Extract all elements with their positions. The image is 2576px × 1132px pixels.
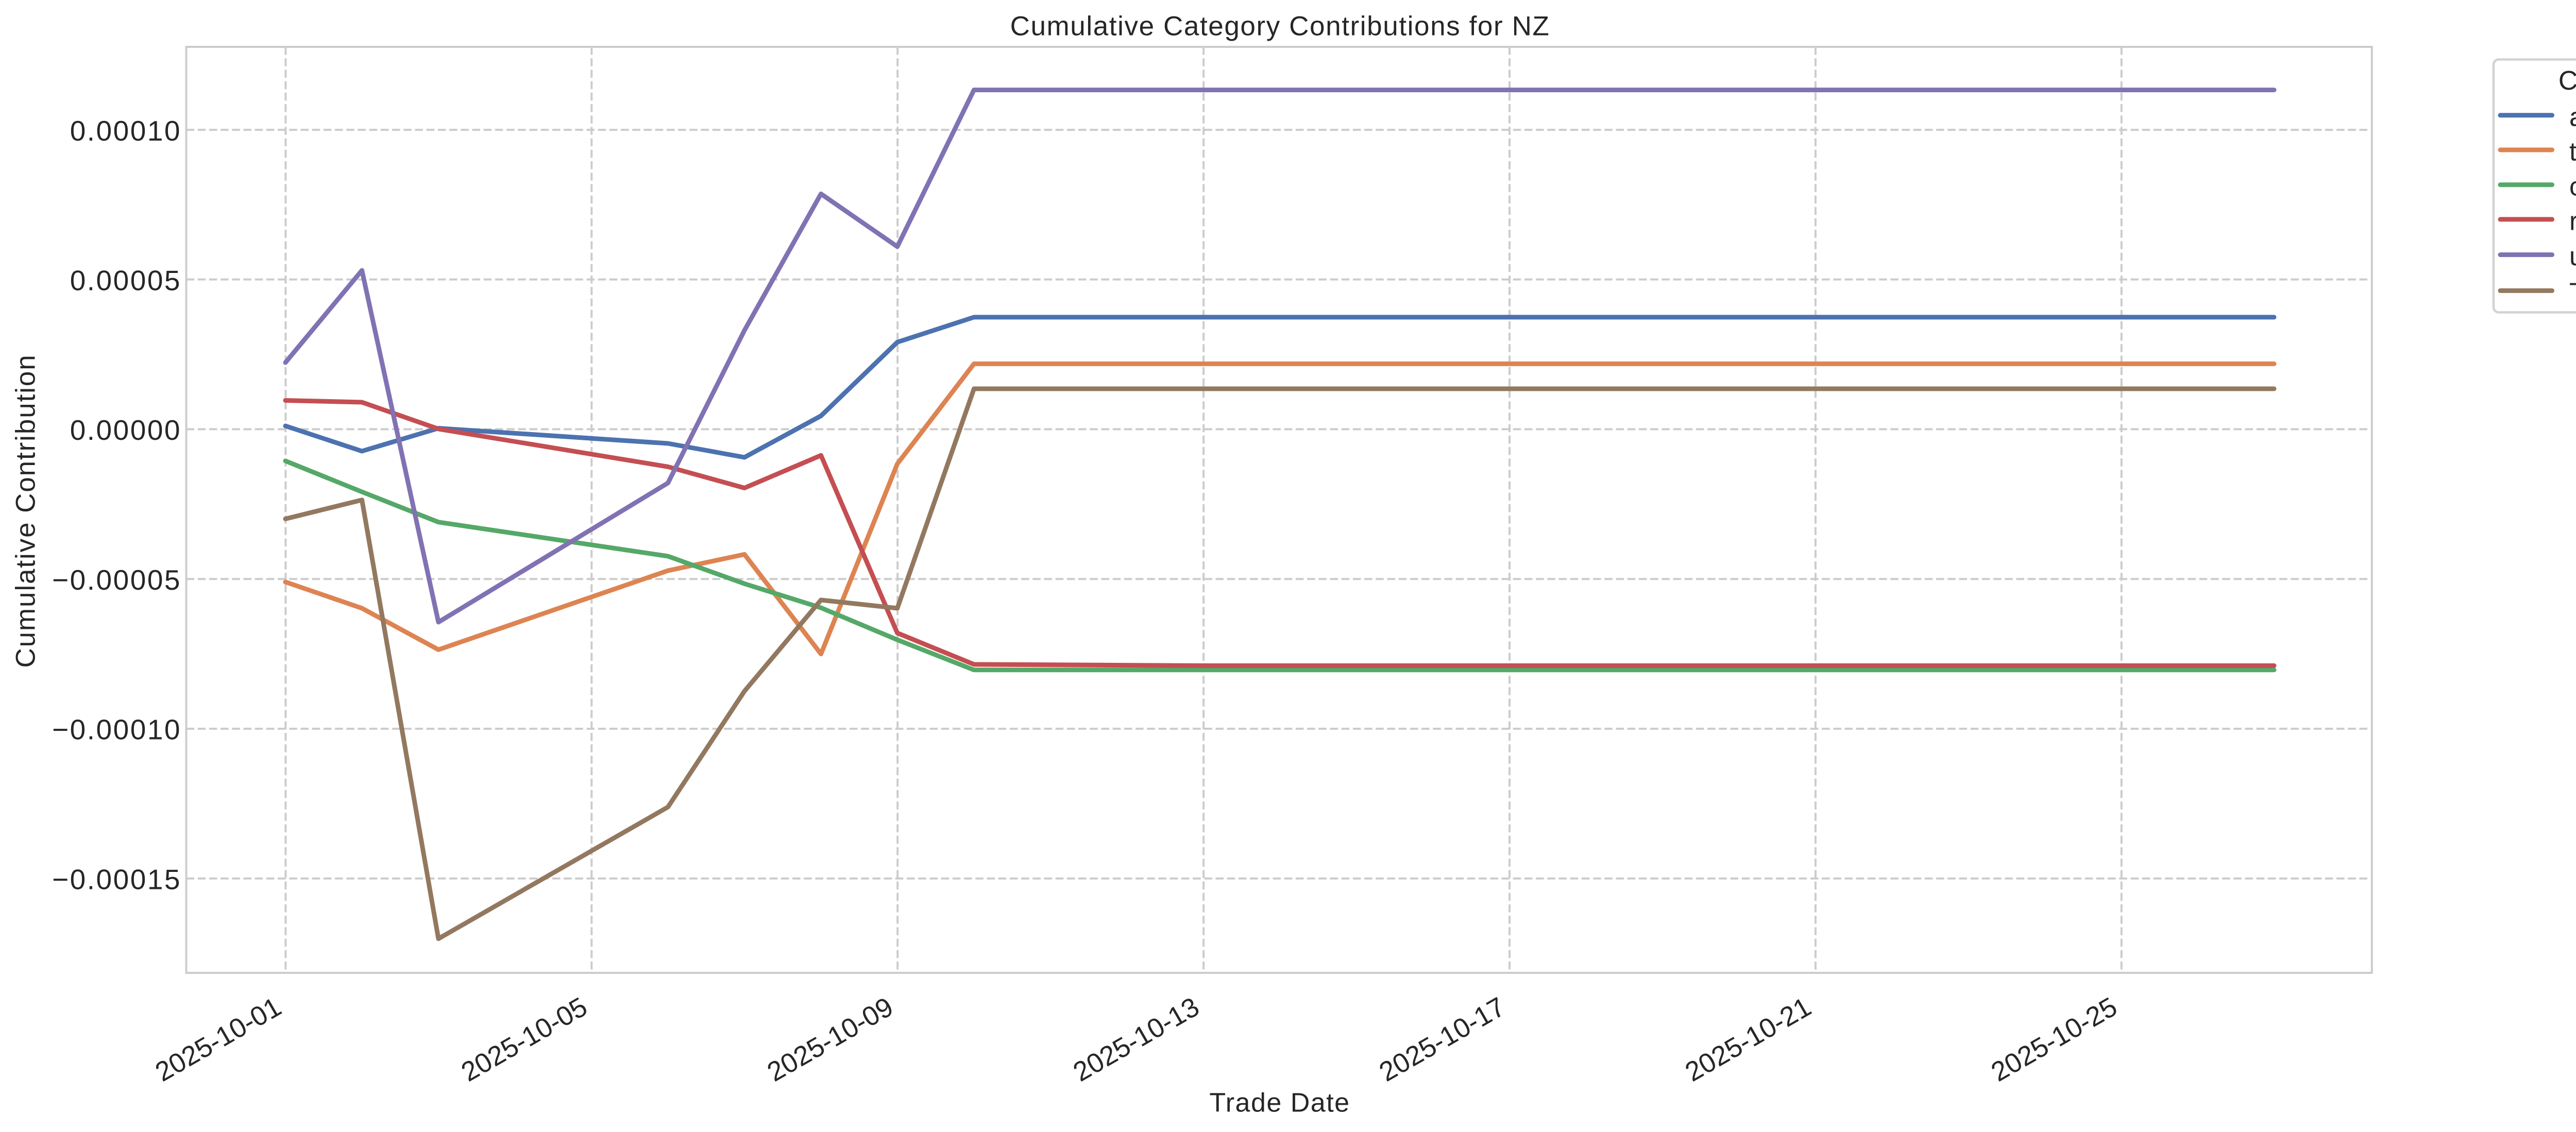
svg-text:tilt_total: tilt_total xyxy=(2569,137,2576,166)
svg-text:−0.00010: −0.00010 xyxy=(52,714,181,746)
svg-text:risk_exposure: risk_exposure xyxy=(2569,207,2576,236)
svg-text:cost: cost xyxy=(2569,171,2576,201)
svg-text:Total: Total xyxy=(2569,278,2576,307)
svg-text:alpha_total: alpha_total xyxy=(2569,102,2576,131)
svg-text:−0.00015: −0.00015 xyxy=(52,864,181,896)
svg-text:Trade Date: Trade Date xyxy=(1209,1088,1350,1118)
svg-text:0.00010: 0.00010 xyxy=(70,115,181,147)
svg-text:0.00000: 0.00000 xyxy=(70,414,181,446)
svg-text:Cumulative Contribution: Cumulative Contribution xyxy=(11,354,41,667)
svg-text:−0.00005: −0.00005 xyxy=(52,564,181,596)
svg-text:Cumulative Category Contributi: Cumulative Category Contributions for NZ xyxy=(1010,11,1550,41)
svg-text:Category: Category xyxy=(2558,66,2576,96)
svg-text:0.00005: 0.00005 xyxy=(70,264,181,296)
svg-text:unexplained: unexplained xyxy=(2569,242,2576,271)
